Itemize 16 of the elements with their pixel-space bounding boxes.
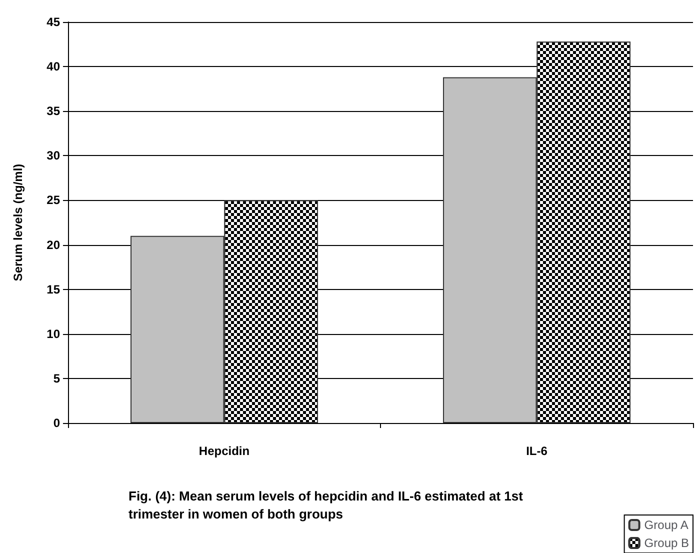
- y-tick-label: 5: [53, 371, 60, 386]
- x-tick-label: IL-6: [526, 444, 548, 458]
- text: Fig. (4): Mean serum levels of hepcidin and IL-6 estimated at 1st trimester in women of both groups: [128, 488, 527, 522]
- y-tick-label: 35: [46, 104, 60, 118]
- legend-label: Group B: [644, 536, 690, 550]
- y-tick-label: 40: [46, 60, 60, 74]
- y-tick-label: 15: [46, 282, 60, 296]
- legend-label: Group A: [644, 518, 688, 532]
- x-tick-label: Hepcidin: [198, 444, 250, 458]
- y-axis-title: Serum levels (ng/ml): [11, 164, 25, 282]
- y-tick-label: 30: [46, 148, 60, 163]
- y-tick-label: 10: [46, 326, 60, 341]
- y-tick-label: 0: [53, 416, 60, 430]
- y-tick-label: 20: [46, 238, 60, 252]
- y-tick-label: 45: [46, 15, 60, 29]
- y-tick-label: 25: [46, 193, 60, 208]
